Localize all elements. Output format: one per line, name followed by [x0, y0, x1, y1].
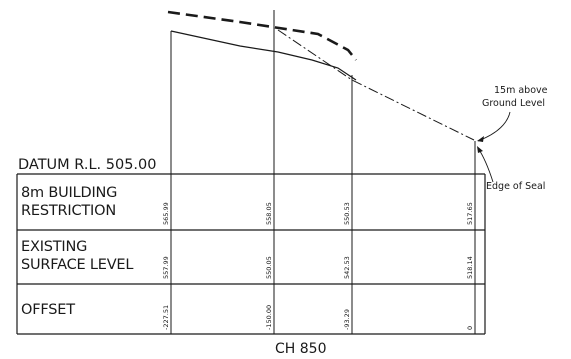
- value-existing-surface: 542.53: [343, 256, 351, 279]
- leader-arrow-icon: [477, 136, 484, 142]
- chainage-label: CH 850: [275, 341, 326, 357]
- building-restriction-dashed-line: [167, 10, 358, 61]
- value-offset: -227.51: [162, 305, 170, 330]
- value-existing-surface: 550.05: [265, 256, 273, 279]
- value-building-restriction: 558.05: [265, 202, 273, 225]
- value-building-restriction: 517.65: [466, 202, 474, 225]
- value-building-restriction: 565.99: [162, 202, 170, 225]
- row-label-building-restriction: RESTRICTION: [21, 203, 116, 219]
- value-offset: 0: [466, 326, 474, 330]
- row-label-offset: OFFSET: [21, 302, 75, 318]
- above-ground-dashdot-line: [277, 29, 475, 141]
- value-offset: -93.29: [343, 309, 351, 330]
- datum-label: DATUM R.L. 505.00: [18, 157, 157, 173]
- row-label-existing-surface: SURFACE LEVEL: [21, 257, 133, 273]
- value-existing-surface: 557.99: [162, 256, 170, 279]
- annotation-above-ground: 15m above: [494, 85, 548, 96]
- annotation-leader-line: [477, 111, 511, 142]
- row-label-existing-surface: EXISTING: [21, 239, 87, 255]
- annotation-above-ground: Ground Level: [482, 98, 545, 109]
- ground-surface-line: [170, 30, 357, 81]
- value-offset: -150.00: [265, 305, 273, 330]
- value-existing-surface: 518.14: [466, 256, 474, 279]
- value-building-restriction: 550.53: [343, 202, 351, 225]
- row-label-building-restriction: 8m BUILDING: [21, 185, 117, 201]
- annotation-edge-of-seal: Edge of Seal: [486, 181, 545, 192]
- leader-arrow-icon: [477, 146, 483, 153]
